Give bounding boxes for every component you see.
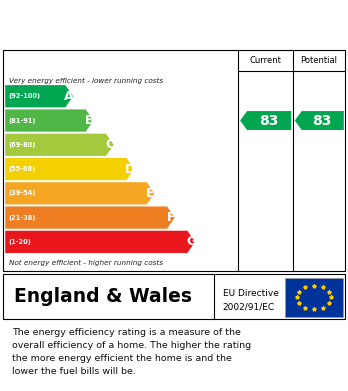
Text: (21-38): (21-38) (9, 215, 36, 221)
Text: (69-80): (69-80) (9, 142, 36, 148)
Text: G: G (186, 235, 196, 248)
FancyBboxPatch shape (285, 278, 343, 317)
Text: EU Directive: EU Directive (223, 289, 279, 298)
Text: The energy efficiency rating is a measure of the
overall efficiency of a home. T: The energy efficiency rating is a measur… (12, 328, 251, 375)
Text: A: A (64, 90, 74, 103)
Text: F: F (167, 211, 175, 224)
Polygon shape (5, 182, 155, 204)
Polygon shape (240, 111, 291, 130)
Text: (55-68): (55-68) (9, 166, 36, 172)
Text: (39-54): (39-54) (9, 190, 36, 196)
Text: (92-100): (92-100) (9, 93, 41, 99)
Text: C: C (105, 138, 114, 151)
Text: (1-20): (1-20) (9, 239, 32, 245)
Text: Potential: Potential (300, 56, 337, 65)
Text: 83: 83 (313, 113, 332, 127)
Polygon shape (295, 111, 344, 130)
Text: Not energy efficient - higher running costs: Not energy efficient - higher running co… (9, 260, 163, 266)
Text: B: B (85, 114, 94, 127)
Text: Energy Efficiency Rating: Energy Efficiency Rating (10, 15, 239, 33)
Polygon shape (5, 158, 134, 180)
Text: 83: 83 (259, 113, 278, 127)
Polygon shape (5, 109, 93, 132)
Text: England & Wales: England & Wales (14, 287, 192, 307)
Text: Very energy efficient - lower running costs: Very energy efficient - lower running co… (9, 77, 163, 84)
Polygon shape (5, 85, 73, 108)
Text: (81-91): (81-91) (9, 118, 36, 124)
Text: D: D (125, 163, 135, 176)
Text: 2002/91/EC: 2002/91/EC (223, 302, 275, 311)
Polygon shape (5, 206, 175, 229)
Polygon shape (5, 231, 195, 253)
Text: Current: Current (250, 56, 282, 65)
Polygon shape (5, 134, 114, 156)
Text: E: E (146, 187, 155, 200)
